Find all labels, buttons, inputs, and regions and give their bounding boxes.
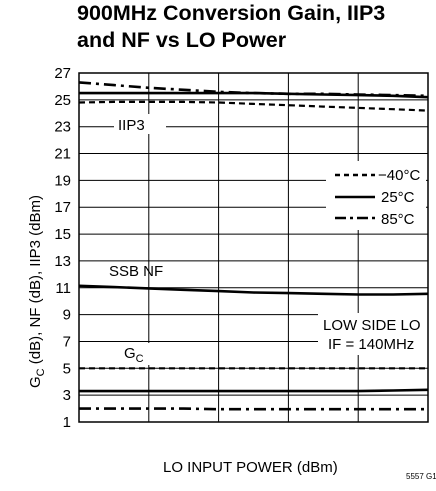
gc-label-bg	[120, 343, 154, 365]
y-axis-title: GC (dB), NF (dB), IIP3 (dBm)	[27, 195, 47, 388]
gc-label: GC	[124, 345, 144, 365]
y-tick-label: 19	[54, 172, 71, 189]
y-tick-label: 7	[63, 333, 71, 350]
series-line-iip3-short	[78, 100, 429, 112]
y-axis-title-rest: (dB), NF (dB), IIP3 (dBm)	[27, 195, 44, 368]
chart-title: 900MHz Conversion Gain, IIP3 and NF vs L…	[77, 0, 427, 54]
condition-line-1: LOW SIDE LO	[323, 317, 421, 334]
legend-label-25c: 25°C	[381, 189, 415, 206]
y-tick-label: 17	[54, 199, 71, 216]
chart-title-line-1: 900MHz Conversion Gain, IIP3	[77, 1, 386, 25]
ssb-nf-label: SSB NF	[109, 263, 163, 280]
y-tick-label: 3	[63, 387, 71, 404]
y-tick-label: 9	[63, 307, 71, 324]
y-tick-label: 25	[54, 92, 71, 109]
legend-label-minus40c: −40°C	[378, 167, 420, 184]
iip3-label: IIP3	[118, 117, 145, 134]
y-tick-label: 15	[54, 226, 71, 243]
series-line-iip3-solid	[79, 91, 429, 99]
series-line-ssb-nf-solid	[78, 284, 429, 296]
chart-title-line-2: and NF vs LO Power	[77, 28, 287, 52]
condition-line-2: IF = 140MHz	[328, 336, 414, 353]
gc-label-main: G	[124, 345, 136, 362]
series-line-gc-dashdot	[79, 407, 428, 411]
series-layer	[78, 81, 429, 411]
y-tick-label: 13	[54, 253, 71, 270]
series-line-iip3-dashdot	[78, 81, 429, 98]
y-tick-label: 1	[63, 414, 71, 431]
y-tick-label: 5	[63, 360, 71, 377]
y-tick-label: 21	[54, 146, 71, 163]
condition-bg	[318, 313, 428, 355]
figure-code: 5557 G12	[406, 472, 436, 481]
gc-label-sub: C	[136, 353, 144, 365]
legend-label-85c: 85°C	[381, 211, 415, 228]
iip3-label-bg	[114, 114, 166, 134]
x-axis-title: LO INPUT POWER (dBm)	[163, 459, 338, 476]
y-axis-title-g: G	[27, 376, 44, 388]
legend: −40°C 25°C 85°C	[326, 161, 426, 230]
y-axis-title-sub: C	[35, 368, 47, 376]
plot-frame	[78, 72, 429, 423]
y-tick-label: 11	[55, 280, 71, 297]
series-line-gc-solid	[79, 388, 429, 393]
y-tick-label: 27	[54, 65, 71, 82]
y-tick-label: 23	[54, 119, 71, 136]
